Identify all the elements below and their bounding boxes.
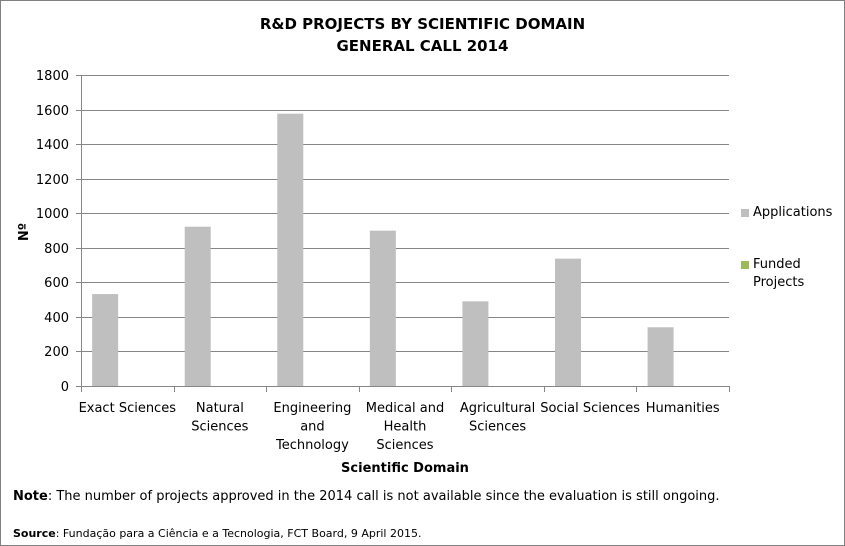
legend-label-funded-line1: Funded <box>753 257 801 272</box>
bar-applications <box>647 327 674 386</box>
chart-note: Note: The number of projects approved in… <box>13 489 720 504</box>
chart-title: R&D PROJECTS BY SCIENTIFIC DOMAIN <box>259 15 586 33</box>
bar-applications <box>462 301 489 386</box>
source-label: Source <box>13 527 56 540</box>
chart-subtitle: GENERAL CALL 2014 <box>336 37 509 55</box>
bar-applications <box>277 113 304 387</box>
y-tick-label: 1800 <box>36 69 69 84</box>
x-tick-label: Sciences <box>191 420 248 435</box>
x-tick-label: and <box>300 420 324 435</box>
y-tick-label: 1000 <box>36 207 69 222</box>
y-axis-title: Nº <box>17 223 32 241</box>
legend-swatch-funded-projects <box>741 261 749 269</box>
x-tick-label: Technology <box>275 438 349 453</box>
x-tick-label: Humanities <box>646 401 720 416</box>
y-tick-label: 800 <box>44 242 69 257</box>
x-tick-label: Sciences <box>469 420 526 435</box>
x-tick-label: Exact Sciences <box>79 401 177 416</box>
bar-applications <box>184 226 211 386</box>
bar-applications <box>555 258 581 386</box>
bar-applications <box>369 230 396 386</box>
y-tick-label: 400 <box>44 311 69 326</box>
bar-applications <box>92 294 119 386</box>
y-tick-label: 0 <box>61 380 69 395</box>
y-tick-label: 1600 <box>36 104 69 119</box>
y-tick-label: 1200 <box>36 173 69 188</box>
x-axis-title: Scientific Domain <box>341 461 469 476</box>
y-tick-label: 600 <box>44 276 69 291</box>
note-label: Note <box>13 489 48 504</box>
source-text: : Fundação para a Ciência e a Tecnologia… <box>55 527 422 540</box>
x-tick-label: Social Sciences <box>540 401 640 416</box>
legend-label-funded-line2: Projects <box>753 275 805 290</box>
x-tick-label: Medical and <box>366 401 444 416</box>
legend-label-applications: Applications <box>753 205 833 220</box>
x-tick-label: Engineering <box>273 401 351 416</box>
note-text: : The number of projects approved in the… <box>47 489 720 504</box>
y-tick-label: 1400 <box>36 138 69 153</box>
x-tick-label: Agricultural <box>460 401 535 416</box>
x-tick-label: Natural <box>196 401 244 416</box>
x-tick-label: Health <box>384 420 427 435</box>
chart-source: Source: Fundação para a Ciência e a Tecn… <box>13 527 421 540</box>
y-tick-label: 200 <box>44 345 69 360</box>
legend-swatch-applications <box>741 209 749 217</box>
x-tick-label: Sciences <box>376 438 433 453</box>
